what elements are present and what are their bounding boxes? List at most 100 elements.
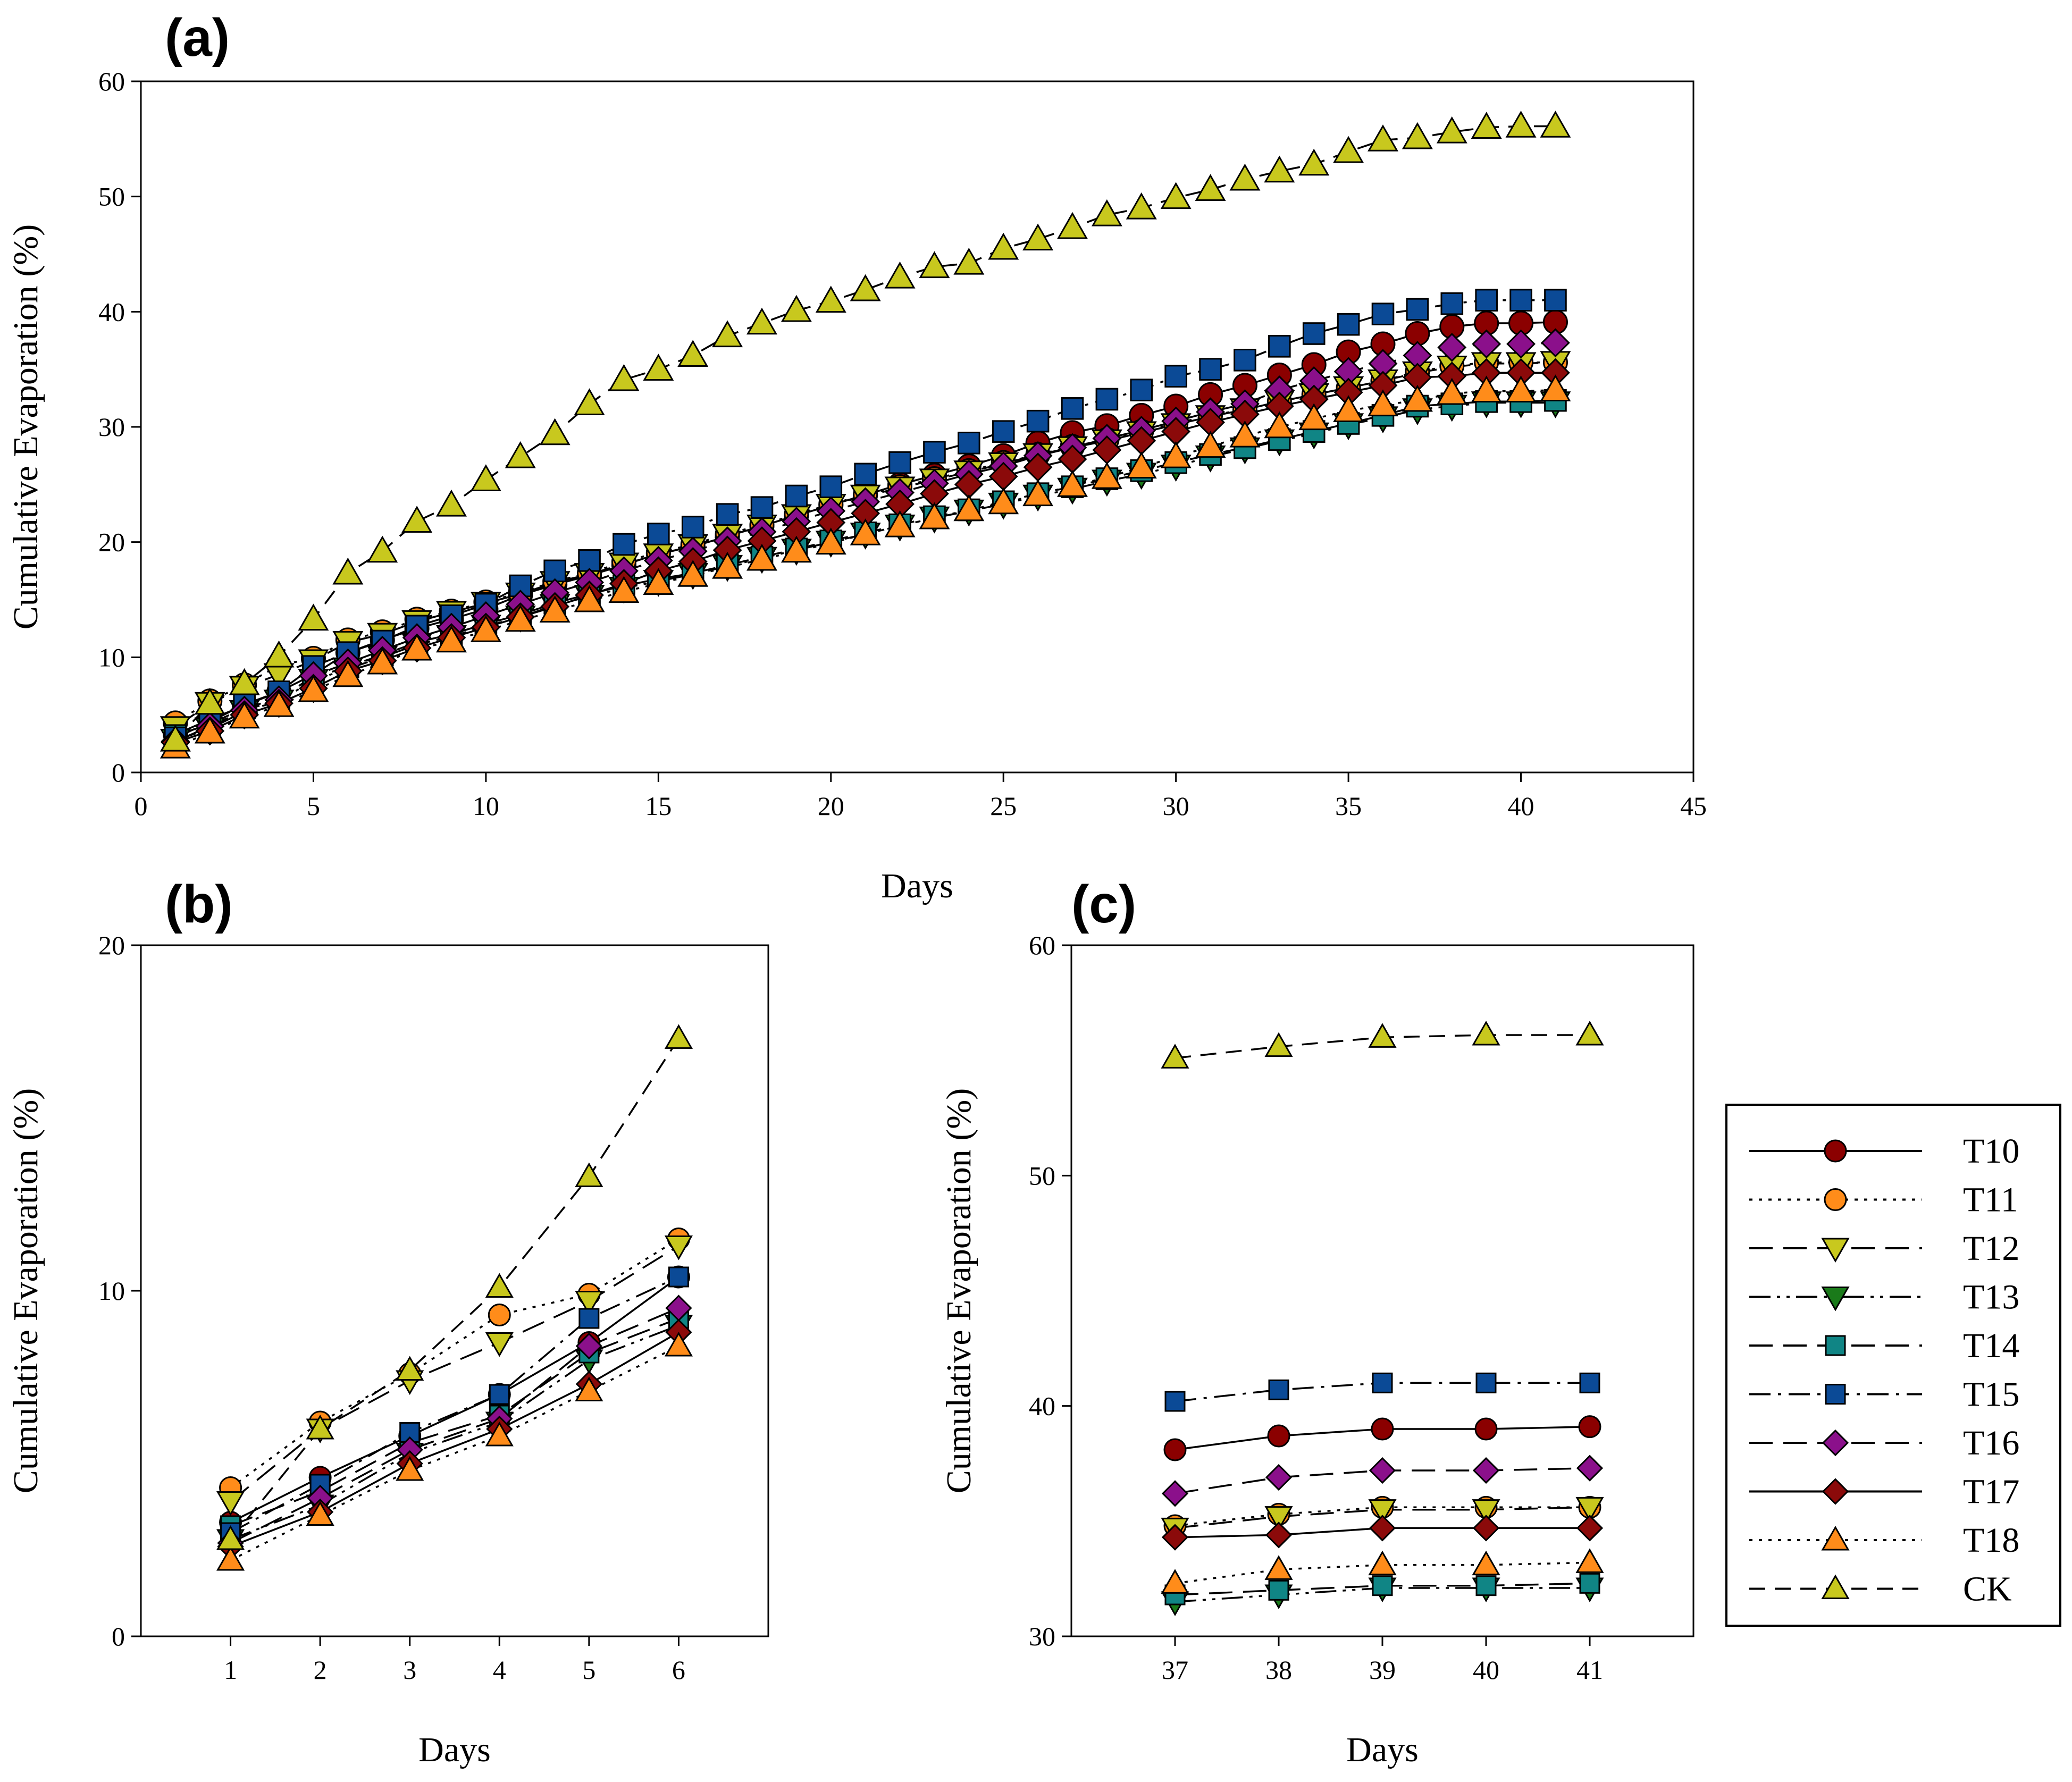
point-CK [436,489,467,517]
point-T18 [746,543,777,571]
point-T18 [436,625,467,653]
point-CK [1575,1020,1604,1046]
point-T18 [1022,479,1054,507]
point-CK [1264,155,1295,183]
point-T15 [1406,298,1429,321]
series-markers-T13 [160,391,1571,756]
point-T12 [1472,1499,1500,1524]
point-T18 [332,660,364,687]
point-T18 [367,647,398,675]
legend-item-T10: T10 [1749,1132,2019,1171]
point-T15 [992,420,1015,443]
point-T15 [1095,388,1119,411]
series-line-T16 [230,1307,680,1544]
series-line-T15 [230,1276,680,1534]
x-tick-label: 40 [1473,1655,1499,1685]
legend-marker [1824,1139,1847,1163]
point-T18 [1368,389,1398,417]
point-T18 [505,604,536,632]
point-CK [1402,122,1433,149]
point-T18 [953,494,985,522]
series-markers-T12 [1161,1497,1604,1543]
point-T11 [488,1304,511,1326]
point-T18 [712,551,743,579]
series-markers-T14 [1164,1573,1600,1606]
point-CK [306,1414,334,1440]
legend-label: T12 [1963,1229,2019,1268]
point-CK [470,464,501,491]
point-T16 [1265,1464,1293,1491]
point-T15 [1440,292,1464,315]
point-T15 [1579,1372,1600,1393]
point-CK [1368,124,1398,152]
point-CK [298,603,329,631]
point-CK [608,364,640,391]
point-CK [664,1024,693,1049]
series-markers-T18 [160,374,1571,759]
y-tick-label: 30 [1029,1621,1055,1651]
point-T18 [1298,403,1330,431]
panel-label-c: (c) [1071,875,1136,934]
point-T17 [1576,1515,1604,1542]
point-T12 [1575,1497,1604,1522]
point-CK [485,1273,514,1298]
x-tick-label: 35 [1335,791,1362,821]
point-T12 [664,1235,693,1260]
y-tick-label: 20 [98,527,125,557]
point-T16 [1369,1457,1396,1484]
point-T15 [578,549,601,572]
y-tick-label: 50 [98,182,125,212]
point-CK [263,640,295,668]
y-tick-label: 40 [1029,1391,1055,1421]
legend-item-T18: T18 [1749,1521,2019,1560]
point-T18 [1436,377,1467,405]
point-T14 [1268,1579,1289,1601]
legend-item-T12: T12 [1749,1229,2019,1268]
point-CK [884,261,916,289]
point-T15 [681,516,704,539]
legend-marker [1822,1429,1849,1457]
point-T15 [854,463,877,486]
legend-marker [1822,1478,1849,1505]
point-T15 [613,533,635,556]
point-T18 [401,633,433,661]
point-T16 [1472,1457,1500,1484]
point-CK [988,232,1019,260]
x-tick-label: 40 [1508,791,1534,821]
point-CK [1505,111,1537,138]
point-T18 [919,502,950,529]
point-T18 [1402,384,1433,412]
series-line-T18 [175,389,1556,748]
series-line-T14 [230,1317,680,1527]
panel-b: (b) 0 10 20 1 2 3 4 5 6 Days Cumulative Evaporation… [6,875,769,1769]
x-axis-title-b: Days [418,1730,491,1769]
series-markers-T10 [1163,1415,1601,1461]
y-tick-label: 0 [112,758,125,787]
x-tick-label: 3 [403,1655,416,1685]
series-markers-T15 [1164,1372,1600,1412]
series-line-T13 [230,1324,680,1541]
point-T15 [716,503,739,526]
point-CK [1436,116,1467,144]
panel-a: (a) 0 10 20 30 40 50 60 0 5 10 15 20 25 30 35 40 45 Days Cu… [6,8,1707,905]
point-T18 [781,535,812,563]
x-tick-label: 41 [1576,1655,1603,1685]
point-CK [539,418,571,445]
point-T18 [1368,1550,1397,1576]
series-markers-T14 [220,1308,689,1536]
point-T15 [750,496,774,519]
panel-label-a: (a) [165,8,230,68]
point-T16 [1541,328,1570,358]
point-T14 [1475,1575,1497,1596]
legend-label: T13 [1963,1278,2019,1317]
point-T18 [575,1376,603,1401]
point-T18 [1472,1550,1500,1576]
x-tick-label: 30 [1163,791,1189,821]
point-T15 [888,451,911,474]
series-line-T12 [230,1245,680,1502]
x-tick-label: 15 [645,791,672,821]
series-markers-T11 [219,1228,690,1499]
point-T10 [1578,1415,1601,1439]
point-CK [216,1525,245,1550]
